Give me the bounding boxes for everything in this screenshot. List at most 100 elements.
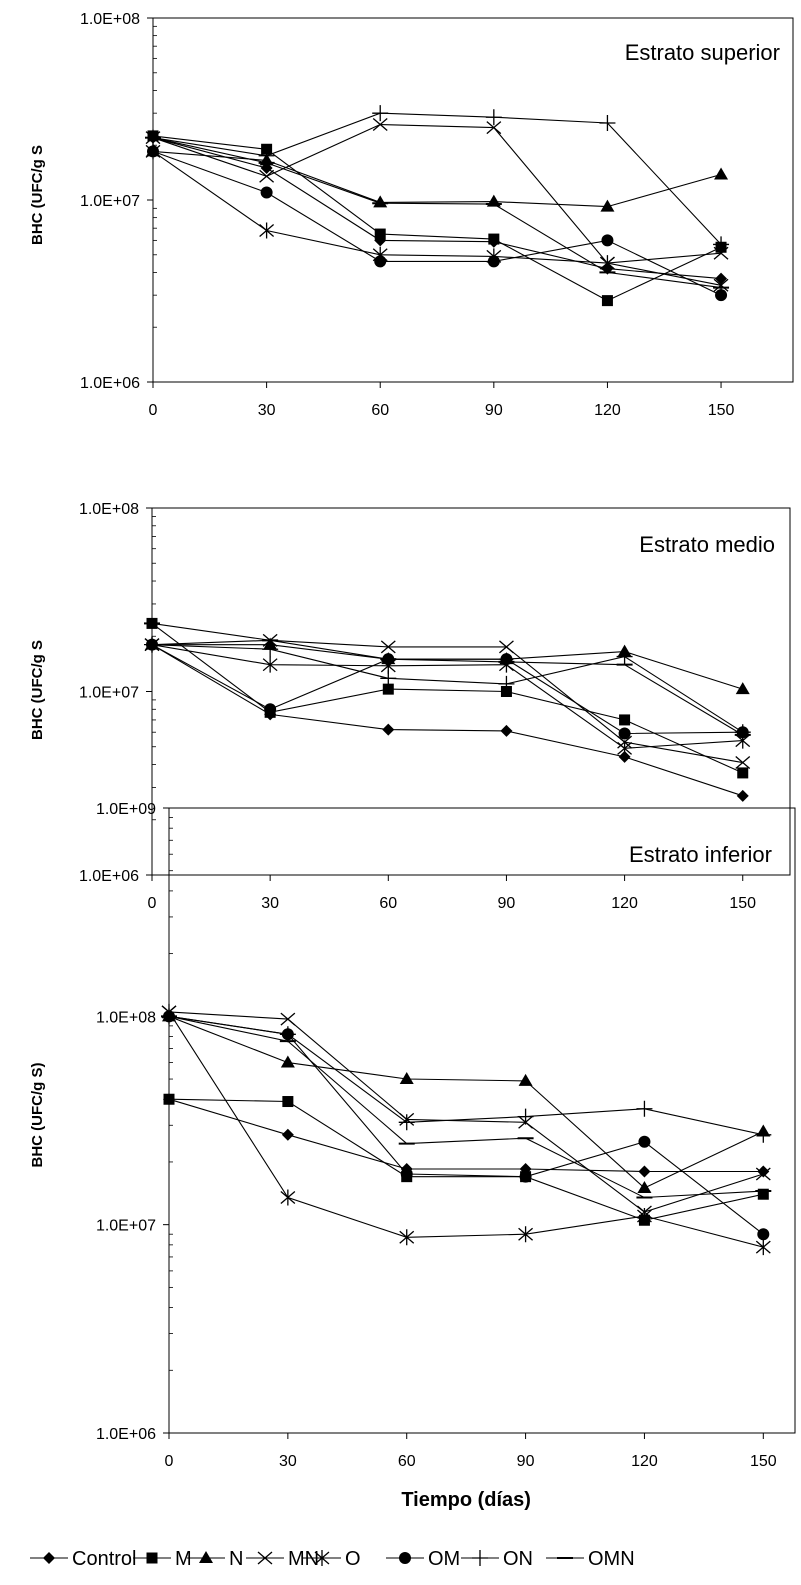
x-tick-label: 150 [708,402,735,419]
data-point-control [638,1165,651,1178]
x-tick-label: 120 [611,895,638,912]
series-line-n [168,1015,764,1189]
panel-title: Estrato inferior [629,842,772,867]
legend-item-mn: MN [246,1548,319,1570]
data-point-on [616,648,633,665]
legend-marker-control [43,1552,55,1564]
legend-label: O [345,1548,361,1570]
data-point-om [264,703,277,716]
x-tick-label: 120 [594,402,621,419]
y-tick-label: 1.0E+07 [80,193,140,210]
data-point-om [487,255,500,268]
data-point-o [399,1229,415,1246]
series-on [161,1008,772,1143]
series-om [163,1010,770,1241]
x-tick-label: 90 [498,895,516,912]
data-point-on [755,1126,772,1143]
x-tick-label: 60 [371,402,389,419]
data-point-on [636,1100,653,1117]
series-line-omn [168,1015,764,1199]
plot-area-frame [151,507,791,876]
data-point-om [147,145,159,158]
data-point-control [736,789,749,802]
series-line-mn [168,1011,764,1213]
x-axis-title: Tiempo (días) [401,1489,531,1511]
series-line-on [152,112,722,245]
plot-area-frame [168,807,796,1434]
series-line-m [152,135,722,302]
legend-label: OM [428,1548,460,1570]
data-point-o [280,1189,296,1206]
legend-item-control: Control [30,1548,136,1570]
legend-marker-m [146,1552,158,1564]
data-point-om [519,1170,532,1183]
series-line-on [168,1015,764,1136]
legend-marker-o [314,1550,330,1566]
series-n [146,144,729,212]
legend-item-on: ON [461,1548,533,1570]
data-point-on [517,1108,534,1125]
x-tick-label: 0 [165,1453,174,1470]
data-point-mn [380,640,396,654]
panel-title: Estrato superior [625,40,780,65]
series-line-m [151,622,743,774]
data-point-m [374,228,386,240]
data-point-mn [486,121,502,135]
data-point-mn [259,169,275,183]
data-point-control [281,1128,294,1141]
series-o [145,143,729,294]
series-line-omn [152,137,722,289]
y-tick-label: 1.0E+07 [79,685,139,702]
legend-item-o: O [303,1548,361,1570]
data-point-o [262,656,278,673]
data-point-n [373,195,388,208]
data-point-n [518,1073,533,1086]
data-point-mn [735,756,751,770]
x-tick-label: 30 [279,1453,297,1470]
data-point-on [498,675,515,692]
series-line-om [151,644,743,735]
data-point-om [400,1168,413,1181]
series-line-mn [151,639,743,764]
data-point-n [735,682,750,695]
legend: Control M N MN O OM ON OMN [30,1548,635,1570]
chart-panel-estrato-medio: 1.0E+06 1.0E+07 1.0E+08 0 30 60 90 120 150 BHC (U… [29,501,791,912]
x-tick-label: 60 [379,895,397,912]
y-tick-label: 1.0E+06 [79,868,139,885]
y-tick-label: 1.0E+08 [96,1009,156,1026]
data-point-control [382,723,395,736]
x-tick-label: 120 [631,1453,658,1470]
data-point-m [163,1093,175,1105]
data-point-mn [755,1167,771,1181]
data-point-on [144,636,160,653]
series-om [147,145,728,302]
data-point-o [259,222,275,239]
data-point-m [619,714,631,726]
y-tick-label: 1.0E+09 [96,801,156,818]
y-tick-label: 1.0E+08 [79,501,139,518]
data-point-on [599,114,616,131]
x-tick-label: 150 [729,895,756,912]
series-control [163,1093,770,1178]
data-point-on [279,1026,296,1043]
series-omn [161,1015,772,1199]
chart-panel-estrato-superior: 1.0E+06 1.0E+07 1.0E+08 0 30 60 90 120 150 BHC (U… [29,11,794,419]
series-o [161,1003,771,1256]
data-point-mn [280,1012,296,1026]
data-point-om [500,653,513,666]
data-point-on [380,670,397,687]
data-point-om [374,255,387,268]
series-om [146,638,749,740]
x-tick-label: 30 [261,895,279,912]
data-point-on [485,109,502,126]
series-omn [145,136,730,289]
data-point-om [601,234,614,247]
series-mn [161,1005,771,1219]
data-point-n [714,167,729,180]
series-o [144,636,751,757]
data-point-om [260,186,273,199]
data-point-m [382,683,394,695]
data-point-on [258,147,275,164]
data-point-n [280,1055,295,1068]
